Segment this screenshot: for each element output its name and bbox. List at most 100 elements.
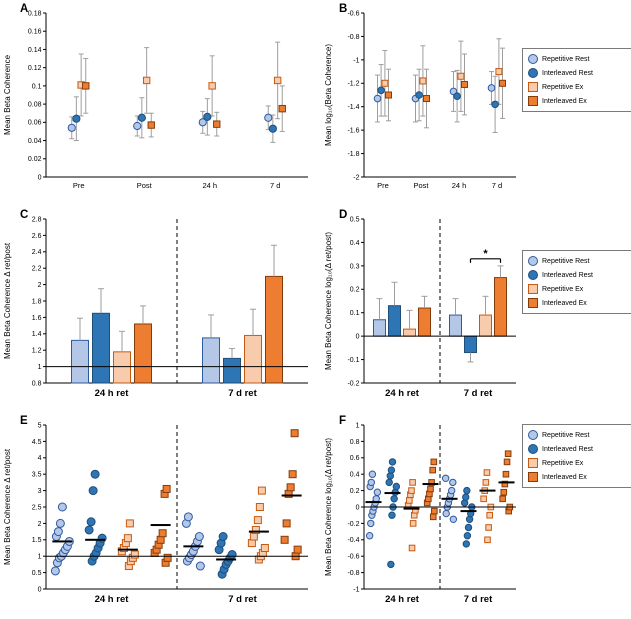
series-rep_rest [67, 113, 273, 132]
data-point [253, 516, 262, 525]
chart-svg-D: -0.2 -0.1 0 0.1 0.2 0.3 0.4 0.5 Mean Beta Cohere… [324, 209, 516, 399]
data-point [462, 493, 470, 501]
y-tick-label: 0.8 [32, 380, 42, 387]
y-tick-label: -1.8 [347, 151, 359, 158]
data-point [133, 121, 142, 131]
x-tick-label: Post [137, 181, 153, 190]
panel-letter: B [339, 3, 347, 15]
y-tick-label: 0 [356, 334, 360, 341]
series-int_ex [385, 79, 506, 103]
panel-C: 0.8 1 1.2 1.4 1.6 1.8 2 2.2 2.4 2.6 2.8 Mean Beta C… [0, 206, 322, 412]
data-point [463, 532, 472, 540]
chart-A: 0 0.02 0.04 0.06 0.08 0.1 0.12 0.14 0.16 0.18 Mean… [0, 0, 322, 204]
y-tick-label: 0.06 [28, 120, 42, 127]
series-rep_rest-errorbars [375, 71, 494, 123]
panel-B: -2 -1.8 -1.6 -1.4 -1.2 -1 -0.8 -0.6 Mean log₁₀(B… [322, 0, 631, 206]
data-point [293, 545, 302, 554]
data-point [423, 95, 430, 103]
data-point [156, 535, 165, 544]
legend-label: Interleaved Rest [542, 445, 593, 453]
series-int_ex [134, 244, 283, 384]
y-tick-label: 0.2 [350, 488, 360, 495]
data-point [247, 539, 256, 548]
y-tick-label: 1 [38, 364, 42, 371]
data-point [282, 519, 291, 528]
chart-svg-A: 0 0.02 0.04 0.06 0.08 0.1 0.12 0.14 0.16 0.18 Mean… [3, 3, 308, 190]
data-point [504, 450, 512, 458]
y-tick-label: -0.6 [347, 554, 359, 561]
bar [373, 319, 386, 337]
legend-entry: Repetitive Rest [528, 256, 626, 266]
data-point [147, 121, 155, 129]
data-point [194, 532, 204, 542]
data-point [461, 80, 468, 88]
y-tick-label: 0.6 [350, 455, 360, 462]
data-point [163, 553, 172, 562]
mean-line [479, 489, 496, 492]
legend-label: Interleaved Rest [542, 271, 593, 279]
panel-letter: F [339, 415, 346, 427]
legend-swatch-rep_rest [528, 54, 538, 64]
legend-entry: Interleaved Ex [528, 96, 626, 106]
legend-entry: Interleaved Rest [528, 270, 626, 280]
data-point [409, 479, 416, 486]
bar [202, 337, 220, 384]
legend-swatch-int_rest [528, 444, 538, 454]
group-label: 24 h ret [95, 388, 130, 399]
data-point [385, 91, 392, 99]
data-point [50, 566, 60, 576]
y-tick-label: 4.5 [32, 439, 42, 446]
y-tick-label: 2 [38, 521, 42, 528]
mean-line [52, 540, 73, 543]
series-int_rest [92, 288, 241, 384]
chart-B: -2 -1.8 -1.6 -1.4 -1.2 -1 -0.8 -0.6 Mean log₁₀(B… [322, 0, 522, 204]
data-point [483, 469, 491, 476]
legend-entry: Repetitive Ex [528, 284, 626, 294]
bar [403, 328, 416, 337]
series-int_ex-errorbars [83, 58, 285, 138]
x-tick-label: 24 h [452, 181, 467, 190]
legend-entry: Repetitive Ex [528, 82, 626, 92]
legend-label: Interleaved Ex [542, 97, 587, 105]
data-point [381, 79, 389, 87]
panel-A: 0 0.02 0.04 0.06 0.08 0.1 0.12 0.14 0.16 0.18 Mean… [0, 0, 322, 206]
y-tick-label: 0.2 [350, 287, 360, 294]
data-point [408, 487, 415, 494]
data-point [213, 120, 221, 128]
legend-entry: Interleaved Ex [528, 472, 626, 482]
data-point [464, 523, 473, 532]
series-rep_rest-errorbars [69, 105, 271, 140]
y-tick-label: 0 [38, 586, 42, 593]
mean-line [117, 548, 138, 551]
y-tick-label: 1 [356, 422, 360, 429]
data-point [390, 495, 398, 503]
series-rep_ex [404, 469, 495, 552]
y-tick-label: 0.08 [28, 102, 42, 109]
data-point [427, 485, 434, 493]
x-tick-label: Post [413, 181, 429, 190]
data-point [429, 513, 437, 521]
data-point [448, 486, 456, 495]
series-rep_ex-errorbars [382, 38, 502, 117]
y-tick-label: 0.1 [32, 83, 42, 90]
y-tick-label: 0.18 [28, 10, 42, 17]
y-tick-label: 0.1 [350, 310, 360, 317]
y-tick-label: 4 [38, 455, 42, 462]
sig-star: * [483, 248, 488, 260]
data-point [499, 495, 506, 503]
y-axis-label: Mean log₁₀(Beta Coherence) [324, 44, 333, 146]
data-point [387, 466, 396, 474]
data-point [53, 527, 63, 537]
data-point [429, 466, 437, 474]
mean-line [403, 507, 420, 510]
data-point [218, 532, 228, 542]
panel-letter: E [20, 415, 28, 427]
series-int_rest [377, 86, 499, 109]
y-axis-label: Mean Beta Coherence [3, 54, 12, 135]
bar [223, 357, 241, 384]
chart-svg-C: 0.8 1 1.2 1.4 1.6 1.8 2 2.2 2.4 2.6 2.8 Mean Beta C… [3, 209, 308, 399]
y-tick-label: -0.4 [347, 537, 359, 544]
y-tick-label: -0.2 [347, 380, 359, 387]
data-point [123, 534, 132, 543]
data-point [463, 486, 471, 495]
